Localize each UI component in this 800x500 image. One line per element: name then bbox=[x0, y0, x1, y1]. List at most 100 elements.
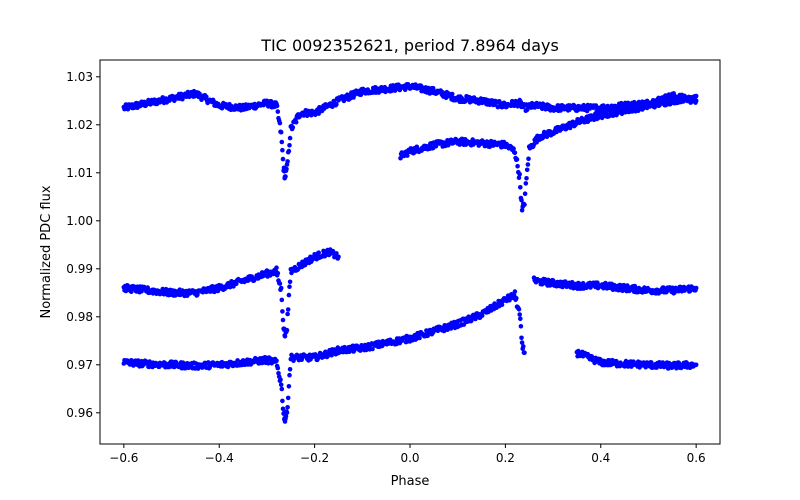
data-point bbox=[279, 297, 285, 303]
y-axis-label: Normalized PDC flux bbox=[39, 185, 54, 318]
y-tick-label: 1.02 bbox=[66, 118, 93, 132]
data-point bbox=[280, 309, 285, 314]
data-point bbox=[286, 384, 292, 389]
data-point bbox=[336, 254, 341, 260]
data-point bbox=[287, 135, 293, 141]
data-point bbox=[287, 367, 293, 372]
data-point bbox=[278, 377, 283, 382]
data-point bbox=[195, 292, 200, 298]
data-point bbox=[522, 202, 527, 207]
data-point bbox=[274, 103, 280, 109]
data-point bbox=[358, 348, 363, 353]
x-tick-label: −0.6 bbox=[109, 451, 138, 465]
y-tick-label: 0.98 bbox=[66, 310, 93, 324]
data-point bbox=[674, 365, 679, 371]
data-point bbox=[522, 191, 528, 196]
data-point bbox=[517, 312, 522, 317]
y-tick-label: 0.97 bbox=[66, 358, 93, 372]
data-point bbox=[515, 163, 520, 169]
data-point bbox=[405, 153, 410, 158]
data-point bbox=[283, 414, 289, 419]
y-tick-label: 1.01 bbox=[66, 166, 93, 180]
data-point bbox=[680, 99, 686, 104]
y-tick-label: 1.00 bbox=[66, 214, 93, 228]
data-point bbox=[264, 98, 270, 104]
data-point bbox=[512, 150, 518, 156]
y-tick-label: 0.99 bbox=[66, 262, 93, 276]
data-point bbox=[693, 285, 699, 291]
data-points bbox=[121, 82, 699, 424]
data-point bbox=[275, 270, 281, 276]
data-point bbox=[275, 365, 281, 371]
data-point bbox=[274, 265, 279, 271]
series-1 bbox=[398, 93, 699, 213]
data-point bbox=[518, 185, 523, 190]
data-point bbox=[293, 120, 299, 125]
data-point bbox=[643, 364, 648, 370]
y-tick-label: 0.96 bbox=[66, 406, 93, 420]
data-point bbox=[278, 285, 284, 291]
data-point bbox=[526, 156, 531, 162]
data-point bbox=[522, 350, 527, 356]
x-tick-label: 0.0 bbox=[400, 451, 419, 465]
data-point bbox=[334, 102, 339, 107]
data-point bbox=[512, 289, 518, 294]
series-3 bbox=[531, 275, 699, 296]
x-axis-label: Phase bbox=[391, 474, 430, 489]
data-point bbox=[370, 346, 375, 352]
data-point bbox=[519, 197, 524, 203]
data-point bbox=[511, 146, 516, 151]
data-point bbox=[278, 382, 284, 388]
data-point bbox=[280, 147, 285, 153]
data-point bbox=[286, 292, 292, 298]
x-tick-label: 0.2 bbox=[496, 451, 515, 465]
data-point bbox=[285, 405, 290, 410]
data-point bbox=[525, 162, 531, 167]
data-point bbox=[693, 93, 699, 99]
data-point bbox=[514, 295, 519, 301]
series-4 bbox=[121, 289, 527, 424]
data-point bbox=[517, 172, 522, 177]
x-tick-label: 0.6 bbox=[687, 451, 706, 465]
data-point bbox=[516, 307, 522, 312]
data-point bbox=[204, 94, 209, 100]
data-point bbox=[521, 344, 526, 349]
data-point bbox=[523, 181, 529, 186]
data-point bbox=[449, 91, 455, 97]
data-point bbox=[499, 302, 505, 308]
data-point bbox=[519, 208, 525, 213]
data-point bbox=[284, 327, 290, 333]
series-2 bbox=[121, 247, 341, 339]
y-tick-label: 1.03 bbox=[66, 70, 93, 84]
data-point bbox=[266, 361, 271, 366]
data-point bbox=[412, 150, 418, 155]
data-point bbox=[286, 148, 292, 154]
data-point bbox=[425, 333, 431, 339]
data-point bbox=[290, 125, 296, 130]
data-point bbox=[285, 395, 291, 401]
data-point bbox=[279, 386, 285, 392]
data-point bbox=[433, 143, 439, 149]
data-point bbox=[284, 166, 289, 172]
data-point bbox=[274, 358, 279, 364]
data-point bbox=[280, 398, 285, 404]
data-point bbox=[287, 279, 293, 285]
data-point bbox=[519, 335, 524, 341]
data-point bbox=[629, 364, 634, 369]
x-tick-label: −0.4 bbox=[205, 451, 234, 465]
data-point bbox=[417, 335, 422, 341]
data-point bbox=[514, 157, 520, 162]
data-point bbox=[518, 324, 524, 329]
data-point bbox=[280, 317, 286, 323]
data-point bbox=[275, 109, 281, 114]
data-point bbox=[693, 362, 699, 368]
data-point bbox=[278, 129, 284, 135]
data-point bbox=[287, 284, 292, 290]
data-point bbox=[282, 334, 288, 339]
data-point bbox=[287, 372, 292, 378]
data-point bbox=[524, 167, 530, 173]
chart-title: TIC 0092352621, period 7.8964 days bbox=[260, 36, 559, 55]
data-point bbox=[285, 311, 290, 317]
